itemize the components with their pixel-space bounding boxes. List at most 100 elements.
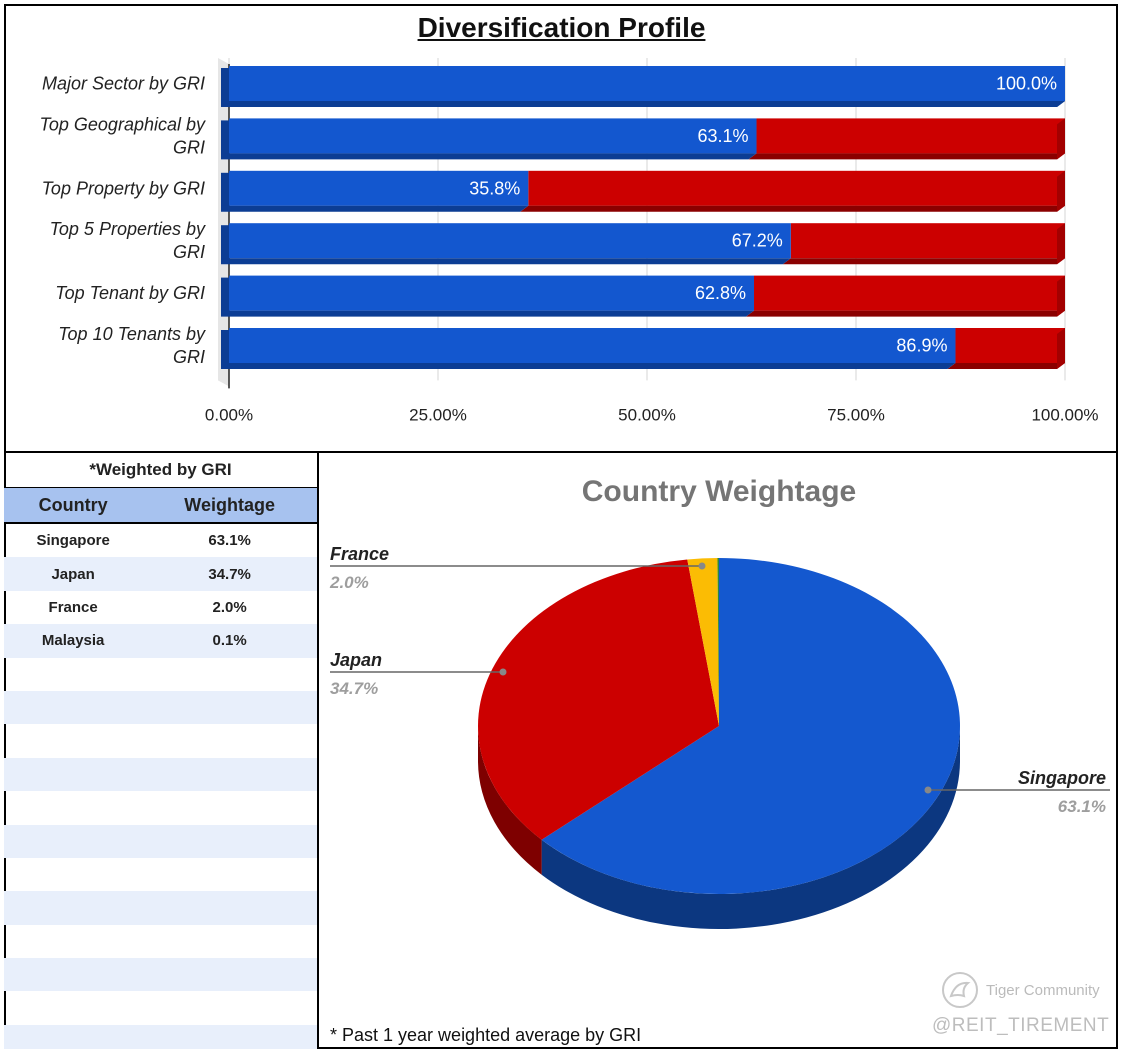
bar-remainder [756, 118, 1065, 154]
empty-row [4, 1024, 317, 1049]
bar-remainder-shadow [748, 153, 1065, 160]
pie-slice-side [541, 726, 960, 929]
callout-dot [924, 786, 932, 794]
callout-dot [499, 668, 507, 676]
empty-row [4, 824, 317, 858]
bar-remainder-shadow [947, 363, 1065, 369]
x-tick-label: 0.00% [205, 405, 253, 424]
watermark-brand: Tiger Community [986, 982, 1100, 999]
category-label: Top Property by GRI [42, 178, 205, 198]
weighting-table-panel: *Weighted by GRI Country Weightage Singa… [4, 451, 319, 1049]
pie-title: Country Weightage [582, 475, 856, 508]
pie-slice-side [478, 726, 542, 875]
bar-value-side [221, 68, 229, 103]
category-label: Top 5 Properties by GRI [50, 219, 206, 262]
country-cell: Singapore [36, 532, 110, 550]
bar-value-side [221, 120, 229, 156]
category-label: Top Tenant by GRI [55, 283, 205, 303]
bar-value-shadow [221, 153, 757, 160]
bar-remainder-shadow [746, 310, 1065, 317]
column-header-weightage: Weightage [142, 488, 317, 524]
data-label: 100.0% [996, 74, 1057, 94]
bar-value-side [221, 277, 229, 313]
x-tick-label: 100.00% [1031, 405, 1098, 424]
bar-value-shadow [221, 205, 529, 212]
bar-remainder [955, 328, 1065, 363]
empty-row [4, 724, 317, 757]
data-label: 62.8% [695, 283, 746, 303]
country-cell: Japan [4, 557, 143, 591]
table-row: Malaysia 0.1% [4, 624, 317, 658]
table-header-row: Country Weightage [4, 488, 317, 524]
slice-value-label: 2.0% [329, 573, 369, 592]
slice-value-label: 63.1% [1058, 797, 1106, 816]
chart-title: Diversification Profile [417, 12, 706, 43]
country-cell: Malaysia [4, 624, 143, 658]
bar-value-shadow [221, 101, 1065, 107]
bar-value [229, 170, 529, 206]
pie-slice-japan [478, 559, 719, 840]
bar-value-shadow [221, 258, 791, 265]
empty-row [4, 925, 317, 958]
table-row: Japan 34.7% [4, 557, 317, 591]
bar-remainder [790, 223, 1065, 259]
bar-end-cap [1057, 118, 1065, 160]
footnote: * Past 1 year weighted average by GRI [330, 1025, 642, 1045]
bar-value-side [221, 225, 229, 261]
category-label: Major Sector by GRI [42, 74, 205, 94]
bar-value [229, 223, 791, 259]
bar-value [229, 66, 1065, 101]
slice-label: Japan [330, 650, 382, 670]
pie-slice-singapore [541, 558, 961, 894]
bar-value-side [221, 172, 229, 208]
weightage-cell: 0.1% [142, 624, 317, 658]
data-label: 35.8% [469, 178, 520, 198]
diversification-bar-chart: 0.00% 25.00% 50.00% 75.00% 100.00% 100.0% Majo… [40, 58, 1099, 424]
watermark-handle: @REIT_TIREMENT [932, 1015, 1110, 1036]
category-label: Top Geographical by GRI [40, 114, 206, 157]
bar-remainder [528, 170, 1065, 206]
bar-end-cap [1057, 223, 1065, 265]
table-row: Singapore 63.1% [4, 523, 317, 557]
data-label: 63.1% [697, 126, 748, 146]
bar-value-side [221, 330, 229, 365]
slice-label: Singapore [1018, 768, 1106, 788]
category-label: Top 10 Tenants by GRI [58, 324, 206, 367]
empty-row [4, 658, 317, 691]
bar-value-shadow [221, 310, 755, 317]
country-cell: France [48, 598, 98, 616]
weightage-cell: 34.7% [142, 557, 317, 591]
bar-value [229, 275, 755, 311]
outer-frame [4, 4, 1118, 1049]
table-row: France 2.0% [4, 591, 317, 624]
bar-value-shadow [221, 363, 956, 369]
bar-remainder-shadow [520, 205, 1065, 212]
column-header-country: Country [4, 488, 143, 524]
empty-row [4, 690, 317, 725]
x-tick-label: 50.00% [618, 405, 676, 424]
empty-row [4, 757, 317, 792]
empty-row [4, 858, 317, 891]
section-divider [4, 451, 1118, 453]
empty-row [4, 991, 317, 1024]
empty-row [4, 791, 317, 824]
x-tick-label: 75.00% [827, 405, 885, 424]
bar-remainder-shadow [782, 258, 1065, 265]
pie-slice-france [687, 558, 719, 726]
empty-row [4, 891, 317, 925]
tiger-logo-icon [942, 972, 978, 1008]
bar-end-cap [1057, 328, 1065, 369]
callout-dot [698, 562, 706, 570]
bar-remainder [754, 275, 1065, 311]
slice-value-label: 34.7% [330, 679, 378, 698]
bar-end-cap [1057, 170, 1065, 212]
country-weightage-pie-chart: Country Weightage Singapore 63.1% Japan 34.7… [329, 475, 1110, 929]
slice-label: France [330, 544, 389, 564]
data-label: 86.9% [896, 336, 947, 356]
country-weight-table: Country Weightage Singapore 63.1% Japan … [4, 488, 317, 1049]
x-tick-label: 25.00% [409, 405, 467, 424]
data-label: 67.2% [732, 231, 783, 251]
empty-row [4, 958, 317, 992]
weightage-cell: 2.0% [212, 598, 247, 616]
bar-end-cap [1057, 275, 1065, 317]
